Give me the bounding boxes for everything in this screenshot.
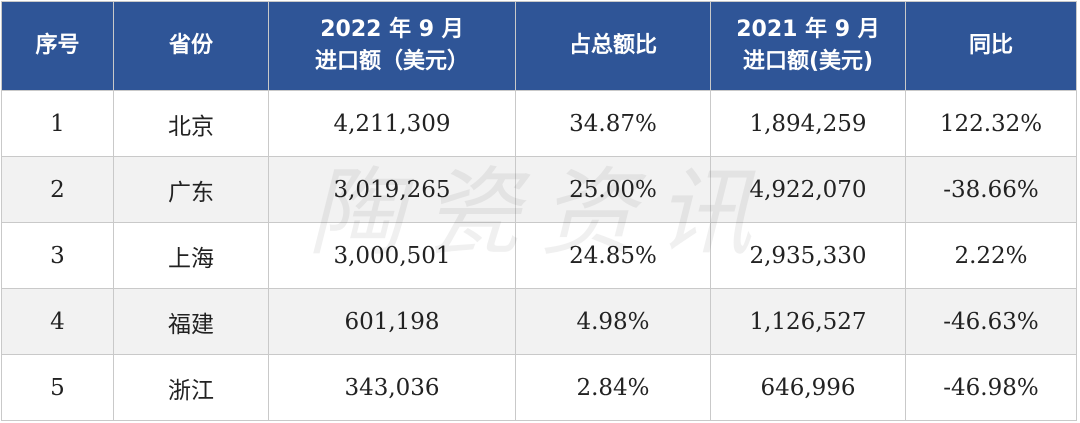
table-cell: 3 <box>1 222 114 289</box>
table-row: 4 福建 601,198 4.98% 1,126,527 -46.63% <box>1 288 1077 355</box>
table-cell: 浙江 <box>113 354 269 421</box>
table-cell: 2 <box>1 156 114 223</box>
header-cell: 2021 年 9 月进口额(美元) <box>710 1 906 91</box>
table-cell: 2.22% <box>905 222 1077 289</box>
header-text: 占总额比 <box>568 33 657 58</box>
table-cell: 5 <box>1 354 114 421</box>
header-text: 2022 年 9 月 <box>320 17 464 42</box>
table-cell: 24.85% <box>515 222 711 289</box>
header-row: 序号 省份 2022 年 9 月进口额（美元） 占总额比 2021 年 9 月进口额(美… <box>1 1 1077 91</box>
table-row: 1 北京 4,211,309 34.87% 1,894,259 122.32% <box>1 90 1077 157</box>
table-cell: 1 <box>1 90 114 157</box>
table-row: 5 浙江 343,036 2.84% 646,996 -46.98% <box>1 354 1077 421</box>
header-text: 进口额（美元） <box>314 49 469 74</box>
table-cell: 343,036 <box>268 354 516 421</box>
table-cell: 4,922,070 <box>710 156 906 223</box>
table-cell: -46.98% <box>905 354 1077 421</box>
table-cell: 2.84% <box>515 354 711 421</box>
table-cell: 601,198 <box>268 288 516 355</box>
table-cell: 25.00% <box>515 156 711 223</box>
table-cell: 4 <box>1 288 114 355</box>
header-cell: 省份 <box>113 1 269 91</box>
table-cell: 上海 <box>113 222 269 289</box>
table-cell: 4.98% <box>515 288 711 355</box>
table-cell: 1,126,527 <box>710 288 906 355</box>
table-cell: 122.32% <box>905 90 1077 157</box>
header-text: 2021 年 9 月 <box>736 17 880 42</box>
header-text: 省份 <box>168 33 213 58</box>
table-cell: 1,894,259 <box>710 90 906 157</box>
table-cell: 646,996 <box>710 354 906 421</box>
table-cell: 34.87% <box>515 90 711 157</box>
table-cell: -46.63% <box>905 288 1077 355</box>
header-cell: 2022 年 9 月进口额（美元） <box>268 1 516 91</box>
header-cell: 同比 <box>905 1 1077 91</box>
table-cell: -38.66% <box>905 156 1077 223</box>
table-row: 3 上海 3,000,501 24.85% 2,935,330 2.22% <box>1 222 1077 289</box>
table-cell: 3,000,501 <box>268 222 516 289</box>
header-cell: 占总额比 <box>515 1 711 91</box>
header-text: 同比 <box>968 33 1013 58</box>
table-cell: 3,019,265 <box>268 156 516 223</box>
table-cell: 广东 <box>113 156 269 223</box>
table-cell: 2,935,330 <box>710 222 906 289</box>
header-cell: 序号 <box>1 1 114 91</box>
table-cell: 北京 <box>113 90 269 157</box>
header-text: 序号 <box>35 33 80 58</box>
table-row: 2 广东 3,019,265 25.00% 4,922,070 -38.66% <box>1 156 1077 223</box>
table-cell: 4,211,309 <box>268 90 516 157</box>
header-text: 进口额(美元) <box>742 49 874 74</box>
table-cell: 福建 <box>113 288 269 355</box>
